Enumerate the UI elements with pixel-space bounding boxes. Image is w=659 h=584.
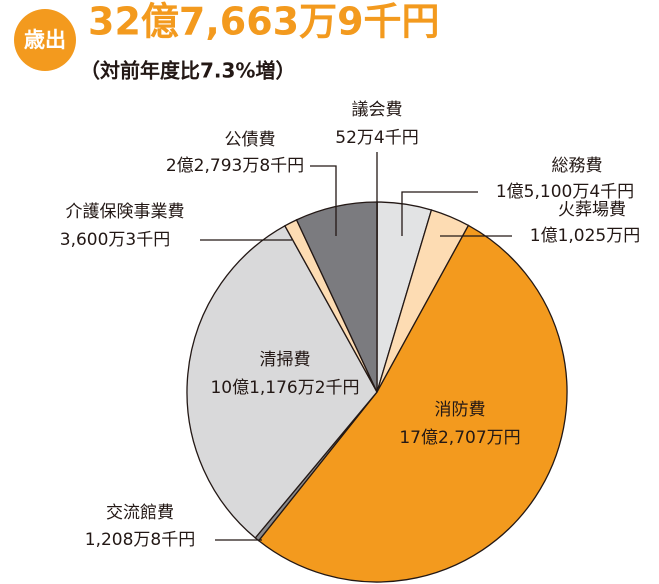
chart-title: 32億7,663万9千円: [88, 0, 440, 44]
value-label: 3,600万3千円: [60, 230, 170, 250]
value-label: 1億5,100万4千円: [496, 182, 634, 202]
slice-label: 総務費: [552, 156, 603, 176]
slice-label: 介護保険事業費: [66, 202, 185, 222]
chart-subtitle: （対前年度比7.3%増）: [80, 59, 295, 83]
leader-line: [401, 191, 478, 236]
value-label: 1,208万8千円: [85, 530, 195, 550]
value-label: 17億2,707万円: [399, 428, 520, 448]
slice-label: 火葬場費: [558, 200, 626, 220]
value-label: 10億1,176万2千円: [210, 378, 359, 398]
value-label: 2億2,793万8千円: [166, 156, 304, 176]
pie-slice: [257, 224, 568, 583]
badge: 歳出: [24, 28, 66, 52]
badge-circle: [14, 9, 76, 71]
pie-slice: [186, 224, 378, 539]
slice-label: 清掃費: [260, 350, 311, 370]
value-label: 1億1,025万円: [530, 226, 640, 246]
value-label: 52万4千円: [335, 128, 418, 148]
slice-label: 消防費: [435, 400, 486, 420]
leader-line: [310, 165, 337, 236]
pie: [186, 201, 568, 583]
slice-label: 交流館費: [106, 503, 174, 523]
slice-label: 議会費: [352, 100, 403, 120]
leader-lines: [200, 152, 512, 541]
slice-label: 公債費: [225, 130, 276, 150]
